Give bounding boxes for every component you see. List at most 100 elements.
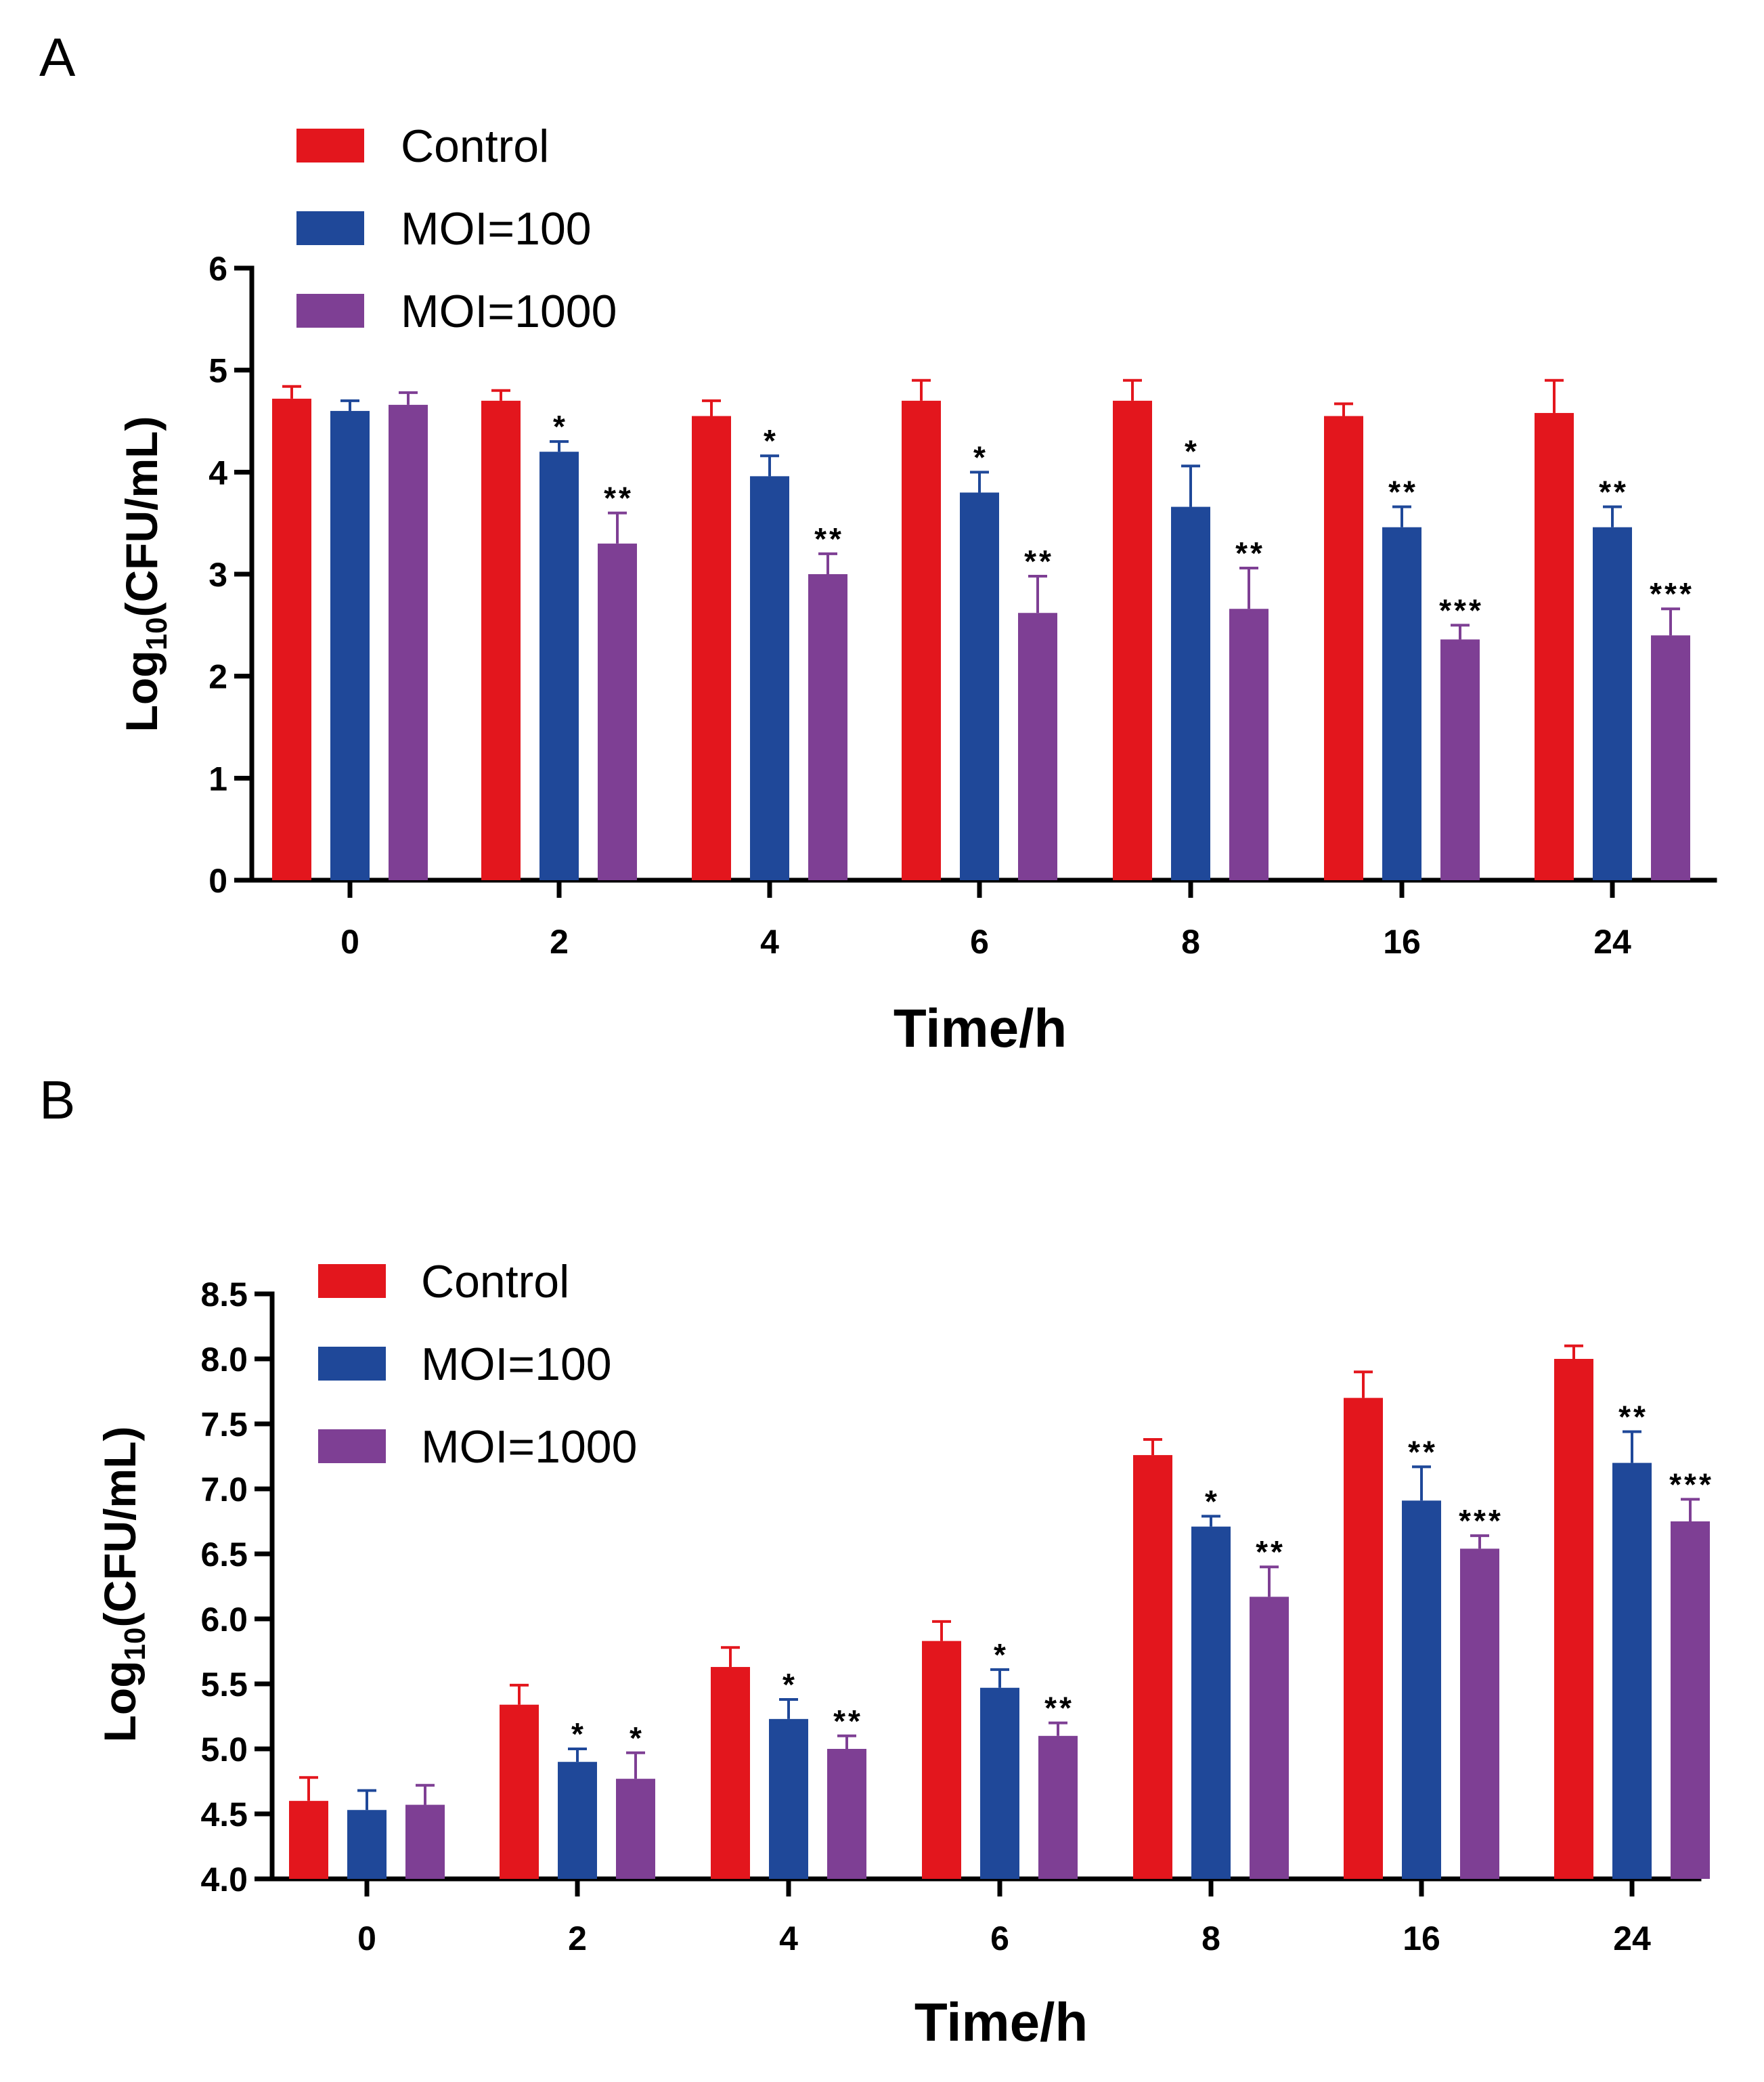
panel-a-bar — [1018, 613, 1057, 880]
panel-a-bar — [750, 476, 789, 880]
panel-a-bar — [692, 416, 731, 880]
panel-b-bar — [980, 1687, 1019, 1879]
panel-b-x-tick-label: 24 — [1613, 1920, 1651, 1957]
panel-a-legend-swatch — [296, 129, 364, 162]
panel-b-x-tick-label: 8 — [1201, 1920, 1220, 1957]
panel-a-bar — [1171, 506, 1210, 880]
panel-a-bar — [1382, 527, 1421, 880]
panel-b-y-axis-title-main: Log — [95, 1660, 145, 1742]
panel-b-legend-swatch — [318, 1347, 386, 1381]
panel-b-bar — [711, 1667, 750, 1879]
panel-b-significance-mark: * — [782, 1667, 797, 1702]
panel-b-y-axis-title-sub: 10 — [118, 1628, 152, 1661]
panel-a-legend-label: MOI=100 — [401, 203, 592, 255]
panel-b-y-tick-label: 7.0 — [200, 1471, 248, 1509]
panel-b-significance-mark: * — [630, 1720, 644, 1756]
panel-a-bar — [1593, 527, 1632, 880]
panel-b-bar — [1344, 1397, 1383, 1879]
panel-a-bar — [481, 400, 521, 880]
panel-b-bar — [405, 1804, 445, 1879]
panel-a-y-tick-label: 1 — [208, 760, 227, 798]
panel-b-y-tick-label: 8.0 — [200, 1341, 248, 1379]
panel-a-y-axis-title-main: Log — [116, 650, 167, 732]
panel-a-bar — [808, 574, 847, 880]
panel-b-y-axis-title: Log10(CFU/mL) — [95, 1427, 152, 1743]
panel-a-significance-mark: ** — [1024, 544, 1054, 579]
panel-a-y-tick-label: 0 — [208, 862, 227, 900]
panel-a-y-tick-label: 4 — [208, 454, 227, 492]
panel-a-x-tick-label: 0 — [340, 923, 359, 961]
panel-a-y-tick-label: 3 — [208, 556, 227, 594]
panel-b-significance-mark: ** — [1408, 1434, 1438, 1469]
panel-a-y-tick-label: 2 — [208, 658, 227, 696]
panel-b-y-tick-label: 6.5 — [200, 1536, 248, 1574]
panel-b-y-tick-label: 5.0 — [200, 1731, 248, 1769]
panel-a-bar — [598, 543, 637, 880]
panel-b-significance-mark: *** — [1669, 1467, 1714, 1502]
panel-b-bar — [500, 1704, 539, 1879]
panel-b-legend-label: MOI=1000 — [421, 1421, 637, 1473]
panel-a-y-axis-title-sub: 10 — [140, 617, 173, 651]
panel-b-y-tick-label: 8.5 — [200, 1276, 248, 1314]
panel-a-y-axis-title-rest: (CFU/mL) — [116, 416, 167, 617]
panel-a-x-tick-label: 24 — [1593, 923, 1631, 961]
panel-a-bar — [1113, 400, 1152, 880]
panel-a-x-tick-label: 4 — [760, 923, 779, 961]
panel-a-significance-mark: ** — [1235, 536, 1265, 571]
panel-b-significance-mark: ** — [1044, 1691, 1074, 1726]
panel-b-bar — [1038, 1735, 1078, 1879]
panel-b-significance-mark: * — [571, 1716, 586, 1752]
panel-b-significance-mark: * — [994, 1637, 1009, 1672]
panel-b-legend-label: Control — [421, 1256, 569, 1307]
panel-b-x-tick-label: 2 — [568, 1920, 587, 1957]
panel-b: B4.04.55.05.56.06.57.07.58.08.50 2 4 6 8 16 24… — [39, 1070, 1714, 2052]
panel-b-bar — [616, 1779, 655, 1879]
panel-b-bar — [1191, 1526, 1231, 1879]
panel-b-bar — [1460, 1548, 1499, 1879]
panel-b-y-tick-label: 6.0 — [200, 1601, 248, 1639]
panel-b-x-axis-title: Time/h — [914, 1992, 1088, 2052]
panel-a-bar — [1440, 639, 1480, 880]
panel-b-x-tick-label: 16 — [1403, 1920, 1440, 1957]
panel-b-bar — [1612, 1462, 1652, 1879]
panel-b-bar — [558, 1762, 597, 1879]
panel-a-significance-mark: *** — [1650, 576, 1694, 611]
panel-a-significance-mark: ** — [604, 481, 634, 516]
panel-a-significance-mark: * — [1185, 433, 1199, 469]
panel-a-bar — [1651, 635, 1690, 880]
panel-a-legend-label: Control — [401, 121, 549, 172]
panel-b-y-axis-title-rest: (CFU/mL) — [95, 1427, 145, 1628]
panel-a-significance-mark: * — [973, 439, 988, 475]
panel-b-significance-mark: * — [1205, 1483, 1220, 1519]
panel-b-bar — [1133, 1455, 1172, 1879]
panel-a-bar — [539, 452, 579, 880]
panel-a-legend-swatch — [296, 294, 364, 328]
panel-b-significance-mark: ** — [1256, 1534, 1285, 1569]
panel-a-significance-mark: ** — [1599, 475, 1629, 510]
panel-a-y-axis-title: Log10(CFU/mL) — [116, 416, 173, 733]
panel-a-y-tick-label: 6 — [208, 250, 227, 288]
panel-a-bar — [272, 398, 311, 880]
panel-a-bar — [902, 400, 941, 880]
panel-a-x-tick-label: 16 — [1383, 923, 1421, 961]
panel-b-legend-swatch — [318, 1429, 386, 1463]
panel-b-y-tick-label: 7.5 — [200, 1406, 248, 1444]
panel-b-x-tick-label: 4 — [779, 1920, 798, 1957]
panel-a-label: A — [39, 27, 76, 87]
panel-b-legend-swatch — [318, 1264, 386, 1298]
panel-b-y-tick-label: 5.5 — [200, 1666, 248, 1704]
panel-a-x-tick-label: 2 — [550, 923, 569, 961]
panel-a-significance-mark: ** — [814, 521, 844, 557]
panel-a-legend-swatch — [296, 211, 364, 245]
panel-a-bar — [1229, 609, 1269, 880]
panel-a-bar — [960, 492, 999, 880]
panel-b-legend-label: MOI=100 — [421, 1339, 612, 1390]
panel-b-label: B — [39, 1070, 75, 1130]
panel-b-bar — [1250, 1597, 1289, 1879]
panel-a-legend-label: MOI=1000 — [401, 286, 617, 337]
panel-a-bar — [1535, 412, 1574, 880]
panel-a-bar — [330, 410, 370, 880]
panel-b-bar — [1554, 1359, 1593, 1879]
